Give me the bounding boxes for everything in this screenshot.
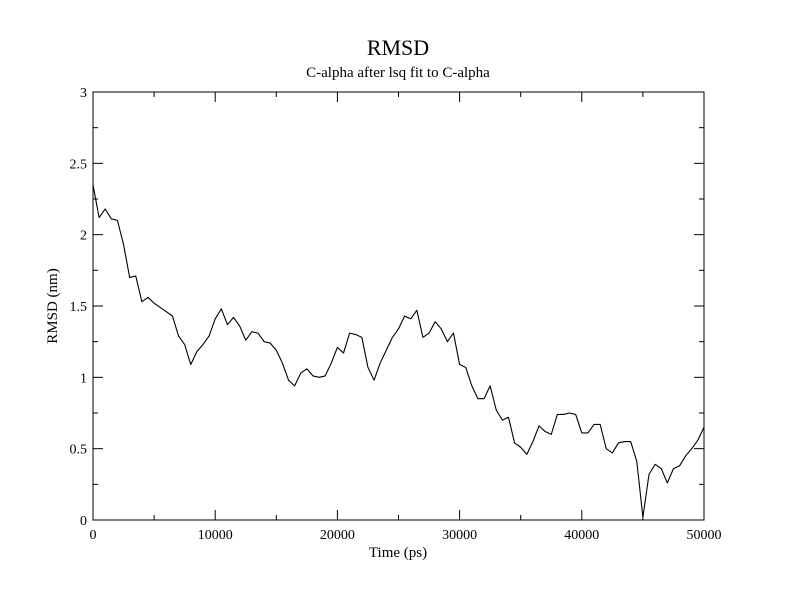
x-tick-label: 40000	[564, 528, 599, 543]
chart-subtitle: C-alpha after lsq fit to C-alpha	[306, 65, 490, 81]
y-tick-label: 2.5	[70, 157, 88, 172]
y-tick-label: 3	[80, 86, 87, 101]
x-axis-label: Time (ps)	[369, 545, 427, 561]
x-tick-label: 10000	[198, 528, 233, 543]
tick-labels: 0 10000 20000 30000 40000 50000 0 0.5 1 1.5 2 2.5 3	[70, 86, 722, 543]
x-tick-label: 0	[90, 528, 97, 543]
y-tick-label: 0.5	[70, 443, 88, 458]
axis-ticks	[92, 91, 705, 521]
y-axis-label: RMSD (nm)	[45, 268, 61, 343]
y-tick-label: 2	[80, 229, 87, 244]
rmsd-series-line	[92, 184, 705, 518]
y-tick-label: 1.5	[70, 300, 88, 315]
x-tick-label: 30000	[442, 528, 477, 543]
y-tick-label: 1	[80, 371, 87, 386]
x-tick-label: 20000	[320, 528, 355, 543]
chart-title: RMSD	[367, 35, 429, 60]
x-tick-label: 50000	[687, 528, 722, 543]
plot-frame	[92, 91, 705, 521]
y-tick-label: 0	[80, 514, 87, 529]
